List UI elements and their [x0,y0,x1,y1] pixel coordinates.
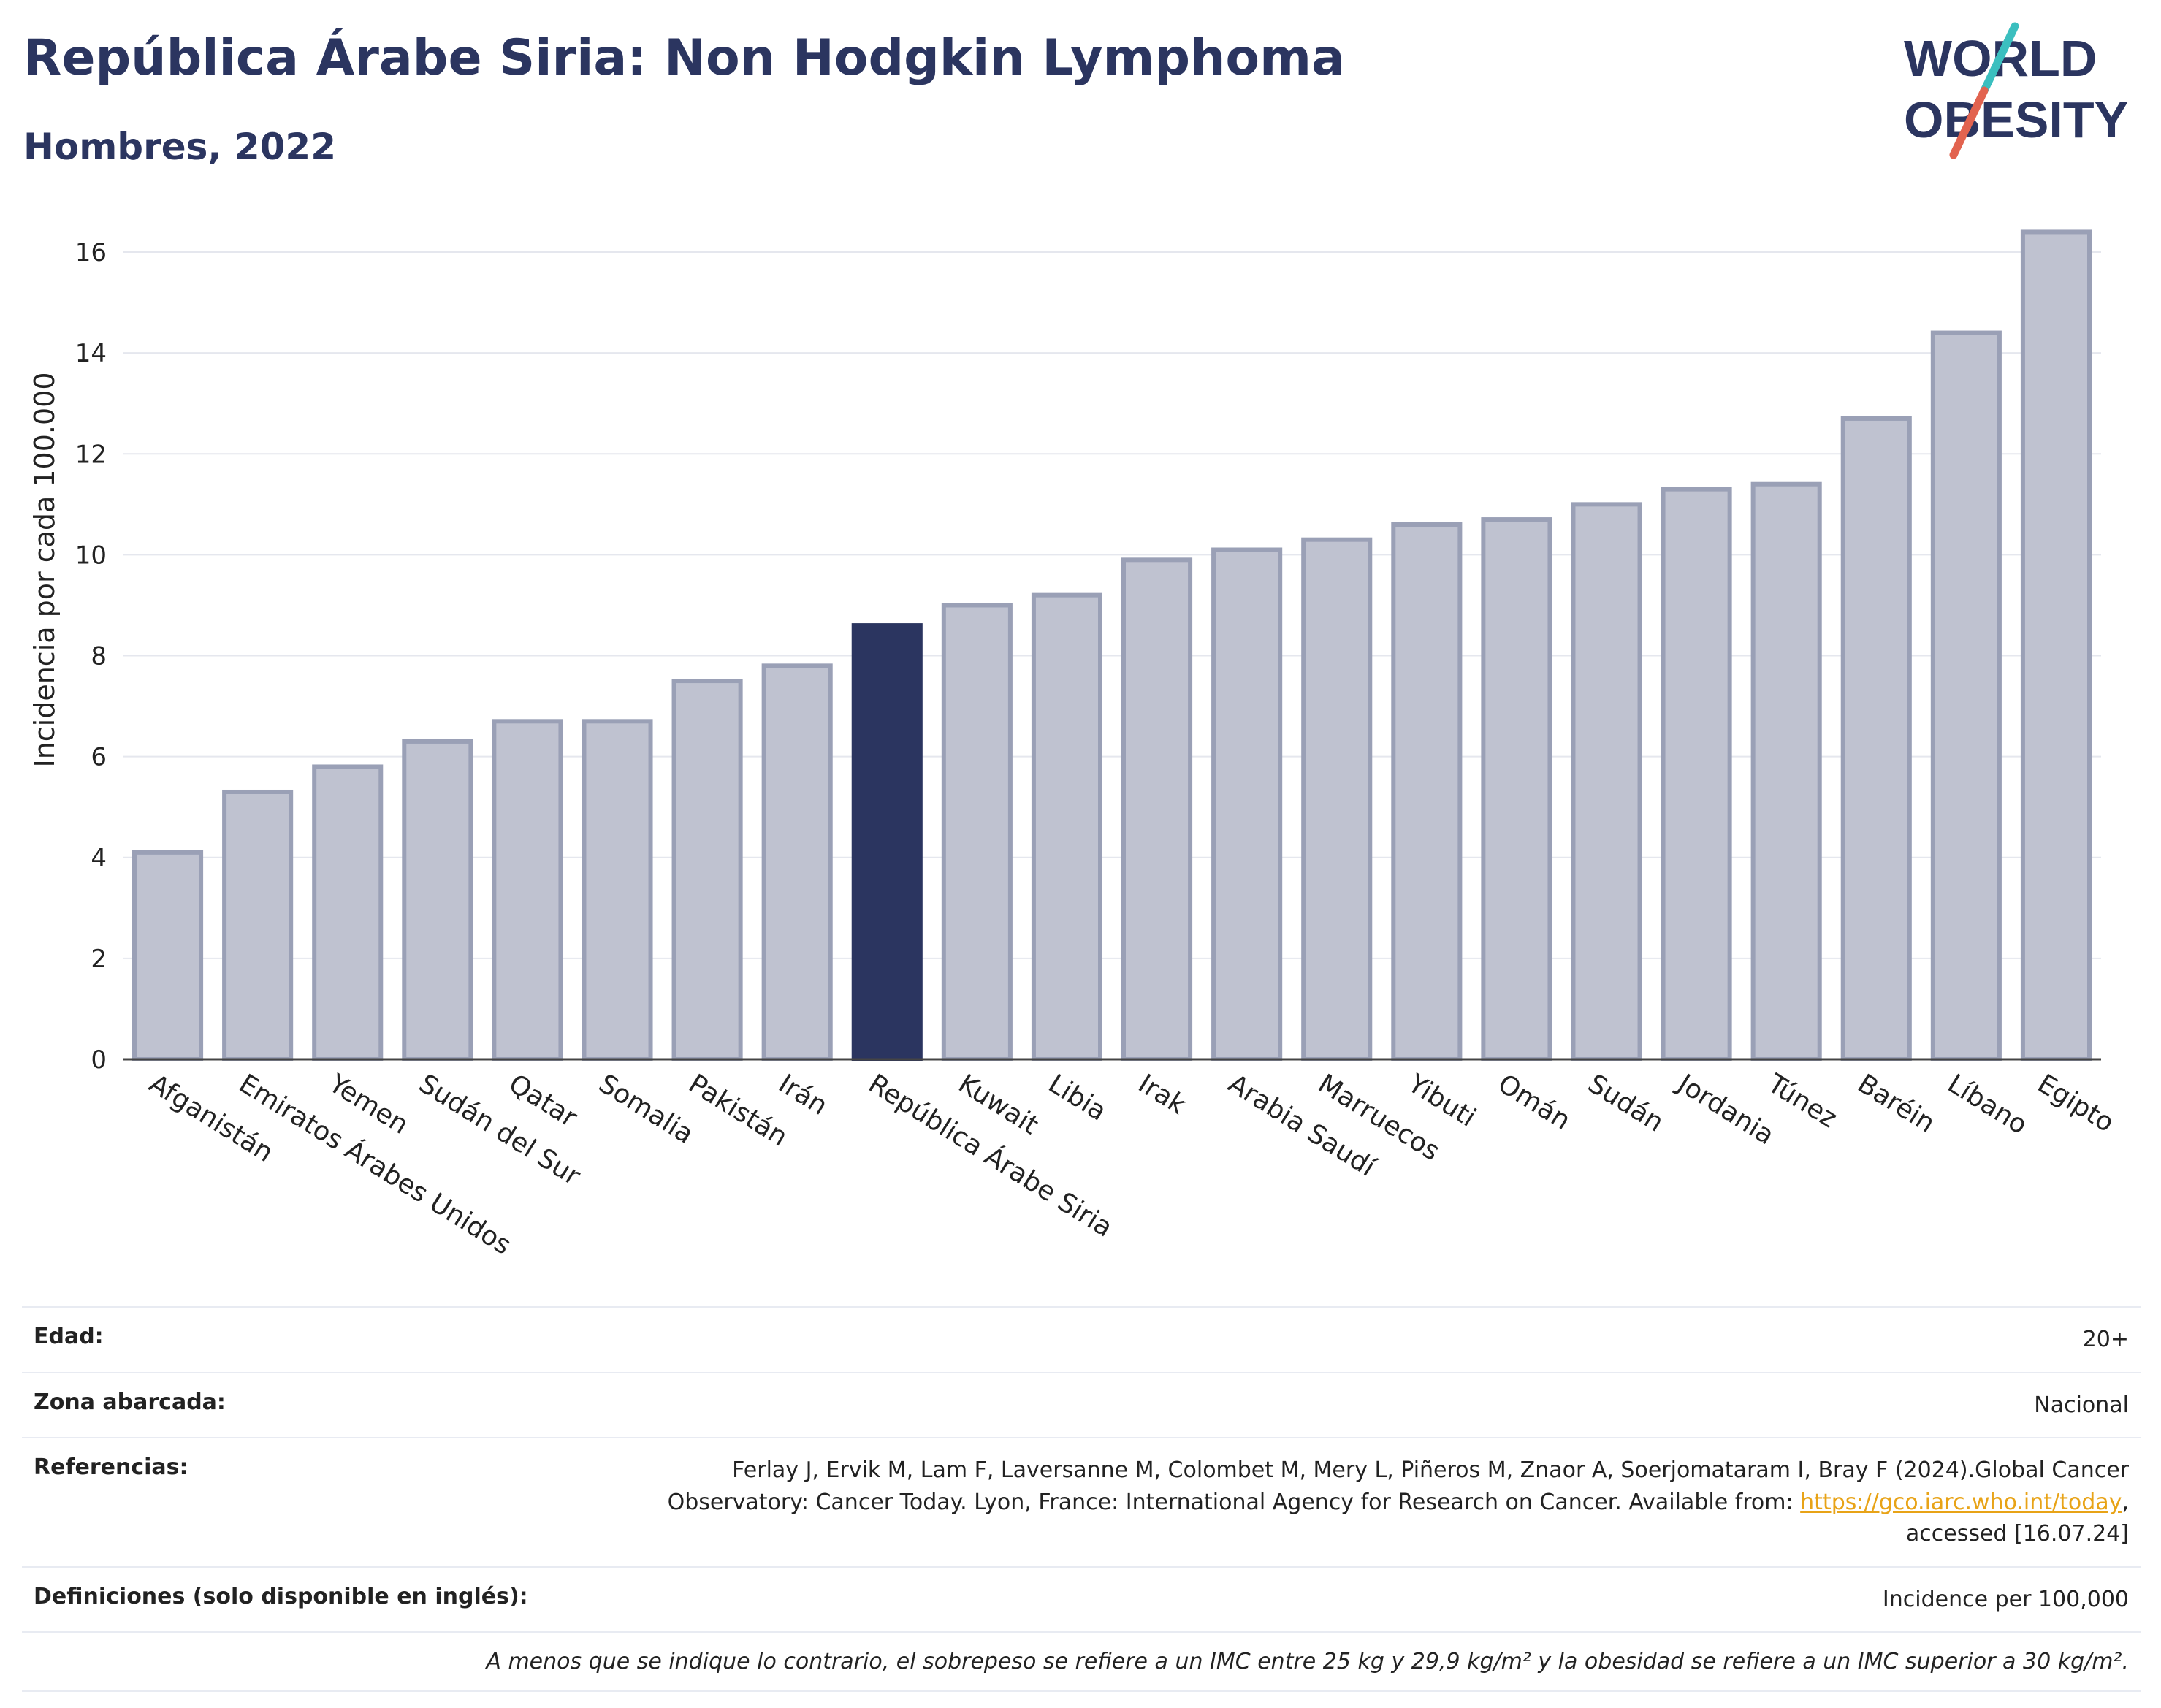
x-tick-label: Omán [1493,1069,1576,1136]
meta-row-referencias: Referencias: Ferlay J, Ervik M, Lam F, L… [22,1437,2141,1567]
page-subtitle: Hombres, 2022 [23,126,336,168]
x-tick-label: Irak [1133,1069,1192,1121]
bar-8 [851,623,923,1061]
bar-4 [492,719,563,1062]
ref-line-2: Observatory: Cancer Today. Lyon, France:… [667,1489,1794,1515]
y-tick-label: 14 [75,339,107,368]
definiciones-label: Definiciones (solo disponible en inglés)… [22,1566,601,1632]
meta-row-note: A menos que se indique lo contrario, el … [22,1631,2141,1692]
zona-label: Zona abarcada: [22,1371,601,1438]
x-tick-label: Sudán [1582,1069,1669,1138]
x-tick-label: Libia [1043,1069,1112,1127]
bar-13 [1301,537,1373,1061]
y-tick-label: 16 [75,238,107,267]
bar-2 [312,764,384,1062]
bar-5 [582,719,653,1062]
ref-line-1: Ferlay J, Ervik M, Lam F, Laversanne M, … [732,1457,2129,1483]
bar-6 [671,679,743,1061]
bar-0 [132,850,204,1061]
bar-18 [1750,481,1822,1061]
referencias-label: Referencias: [22,1437,601,1567]
x-tick-label: Baréin [1853,1069,1940,1139]
x-tick-label: Pakistán [683,1069,793,1153]
bar-16 [1571,502,1642,1061]
meta-row-definiciones: Definiciones (solo disponible en inglés)… [22,1566,2141,1632]
y-tick-label: 2 [91,945,107,974]
y-tick-label: 0 [91,1045,107,1075]
zona-value: Nacional [601,1371,2141,1438]
reference-link[interactable]: https://gco.iarc.who.int/today [1800,1489,2122,1515]
bars [132,229,2092,1062]
bar-20 [1930,330,2002,1062]
x-tick-label: Egipto [2032,1069,2119,1138]
metadata-table: Edad: 20+ Zona abarcada: Nacional Refere… [22,1306,2141,1692]
bar-7 [761,663,833,1061]
y-axis-ticks: 0 2 4 6 8 10 12 14 16 [75,238,107,1075]
bar-3 [402,739,473,1061]
x-tick-label: Líbano [1943,1069,2032,1140]
y-tick-label: 12 [75,440,107,469]
svg-text:OBESITY: OBESITY [1904,91,2128,148]
bar-21 [2020,229,2092,1061]
bar-10 [1031,592,1102,1061]
bar-19 [1840,416,1912,1061]
ref-line-3: accessed [16.07.24] [1905,1521,2129,1547]
bar-17 [1661,487,1732,1061]
page-title: República Árabe Siria: Non Hodgkin Lymph… [23,29,1345,87]
y-tick-label: 8 [91,642,107,671]
bar-11 [1121,557,1193,1061]
x-tick-label: Jordania [1672,1068,1780,1151]
referencias-value: Ferlay J, Ervik M, Lam F, Laversanne M, … [601,1437,2141,1567]
world-obesity-logo: WORLD OBESITY [1904,22,2128,159]
edad-value: 20+ [601,1306,2141,1373]
edad-label: Edad: [22,1306,601,1373]
bar-12 [1211,547,1283,1061]
footnote: A menos que se indique lo contrario, el … [22,1631,2141,1692]
meta-row-edad: Edad: 20+ [22,1306,2141,1373]
y-tick-label: 10 [75,541,107,570]
x-tick-label: Somalia [593,1069,698,1150]
y-tick-label: 6 [91,743,107,772]
bar-15 [1481,517,1552,1061]
bar-14 [1391,522,1463,1061]
y-axis-title: Incidencia por cada 100.000 [28,372,61,767]
definiciones-value: Incidence per 100,000 [601,1566,2141,1632]
x-tick-label: Sudán del Sur [413,1069,585,1192]
y-tick-label: 4 [91,844,107,873]
x-tick-label: Irán [773,1069,832,1121]
bar-9 [941,603,1013,1061]
meta-row-zona: Zona abarcada: Nacional [22,1371,2141,1438]
bar-1 [222,789,294,1062]
